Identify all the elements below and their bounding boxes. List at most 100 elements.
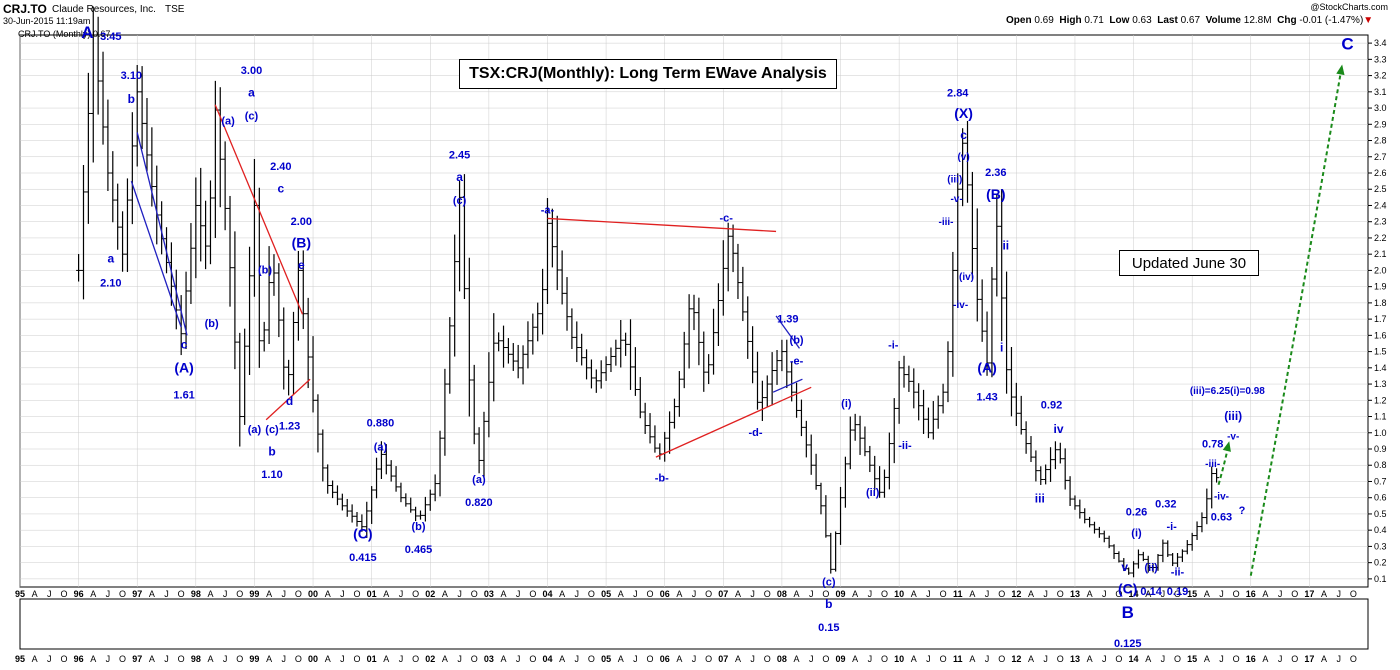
high-label: High [1059,15,1082,26]
wave-label: a [456,170,463,184]
x-month-label: O [1115,589,1122,599]
lower-month-label: J [457,654,462,664]
x-month-label: J [985,589,990,599]
triangle-lower-line [655,386,812,458]
x-year-label: 14 [1129,589,1139,599]
lower-month-label: A [90,654,96,664]
y-tick-label: 2.7 [1374,152,1387,162]
lower-month-label: J [633,654,638,664]
x-month-label: O [1291,589,1298,599]
lower-month-label: A [559,654,565,664]
x-month-label: J [281,589,286,599]
wave-label: (C) [1118,580,1137,596]
lower-year-label: 12 [1011,654,1021,664]
lower-month-label: A [383,654,389,664]
wave-label: (ii) [866,487,880,499]
lower-month-label: J [1336,654,1341,664]
chg-label: Chg [1277,15,1297,26]
open-value: 0.69 [1034,15,1054,26]
y-tick-label: 1.5 [1374,347,1387,357]
y-tick-label: 2.6 [1374,168,1387,178]
wave-label: (A) [174,360,193,376]
wave-label: -e- [790,356,804,368]
lower-month-label: O [764,654,771,664]
x-month-label: O [881,589,888,599]
last-label: Last [1157,15,1178,26]
x-month-label: A [1087,589,1093,599]
projection-arrow-c-head [1336,64,1345,76]
lower-year-label: 15 [1187,654,1197,664]
wave-label: -iii- [1205,459,1220,470]
wave-label: a [107,251,114,265]
x-month-label: A [618,589,624,599]
wave-label: (B) [986,186,1005,202]
x-year-label: 02 [425,589,435,599]
x-month-label: O [353,589,360,599]
wave-label: iii [1035,492,1045,506]
lower-month-label: A [676,654,682,664]
x-month-label: A [325,589,331,599]
x-month-label: O [236,589,243,599]
wave-e-upper [775,315,801,349]
wave-label: 0.26 [1126,507,1147,519]
lower-year-label: 01 [367,654,377,664]
x-month-label: J [1219,589,1224,599]
wave-label: v [1121,560,1128,574]
y-tick-label: 0.2 [1374,558,1387,568]
lower-month-label: J [926,654,931,664]
wave-label: (a) [374,442,388,454]
wave-label: 0.15 [818,622,839,634]
wave-label: 3.45 [100,31,121,43]
header-company: Claude Resources, Inc. [52,4,156,15]
x-month-label: A [266,589,272,599]
x-year-label: 99 [249,589,259,599]
wave-label: c [181,337,188,351]
lower-month-label: A [852,654,858,664]
x-year-label: 04 [542,589,552,599]
lower-year-label: 14 [1129,654,1139,664]
wave-label: b [128,92,135,106]
lower-year-label: 16 [1246,654,1256,664]
wave-label: -d- [749,427,763,439]
y-tick-label: 0.7 [1374,476,1387,486]
x-axis: 9595AAJJOO9696AAJJOO9797AAJJOO9898AAJJOO… [15,589,1357,664]
x-month-label: A [794,589,800,599]
wave-label: -c- [720,213,734,225]
wave-label: -v- [950,194,962,205]
triangle-upper-line [547,217,777,233]
y-tick-label: 0.4 [1374,525,1387,535]
wave-label: 3.10 [121,70,142,82]
wave-label: (A) [977,360,996,376]
wave-label: (iii) [947,175,962,186]
y-tick-label: 1.7 [1374,314,1387,324]
lower-month-label: O [881,654,888,664]
x-month-label: O [764,589,771,599]
wave-label: 0.415 [349,552,377,564]
y-tick-label: 2.1 [1374,249,1387,259]
lower-month-label: O [178,654,185,664]
lower-month-label: J [809,654,814,664]
x-month-label: J [926,589,931,599]
lower-month-label: O [471,654,478,664]
lower-year-label: 06 [660,654,670,664]
x-month-label: J [340,589,345,599]
wave-label: (v) [957,152,969,163]
lower-month-label: O [1291,654,1298,664]
x-month-label: J [750,589,755,599]
lower-month-label: A [1087,654,1093,664]
wave-label: -b- [655,472,669,484]
lower-month-label: A [1145,654,1151,664]
x-month-label: J [809,589,814,599]
lower-month-label: O [1057,654,1064,664]
x-month-label: A [911,589,917,599]
wave-b-channel-lower [265,378,311,421]
lower-panel-frame [19,598,1369,650]
lower-year-label: 13 [1070,654,1080,664]
wave-label: 2.45 [449,149,470,161]
x-month-label: A [852,589,858,599]
wave-label: 0.19 [1167,586,1188,598]
lower-month-label: A [442,654,448,664]
wave-label: 1.23 [279,421,300,433]
y-tick-label: 1.2 [1374,395,1387,405]
y-tick-label: 2.3 [1374,217,1387,227]
